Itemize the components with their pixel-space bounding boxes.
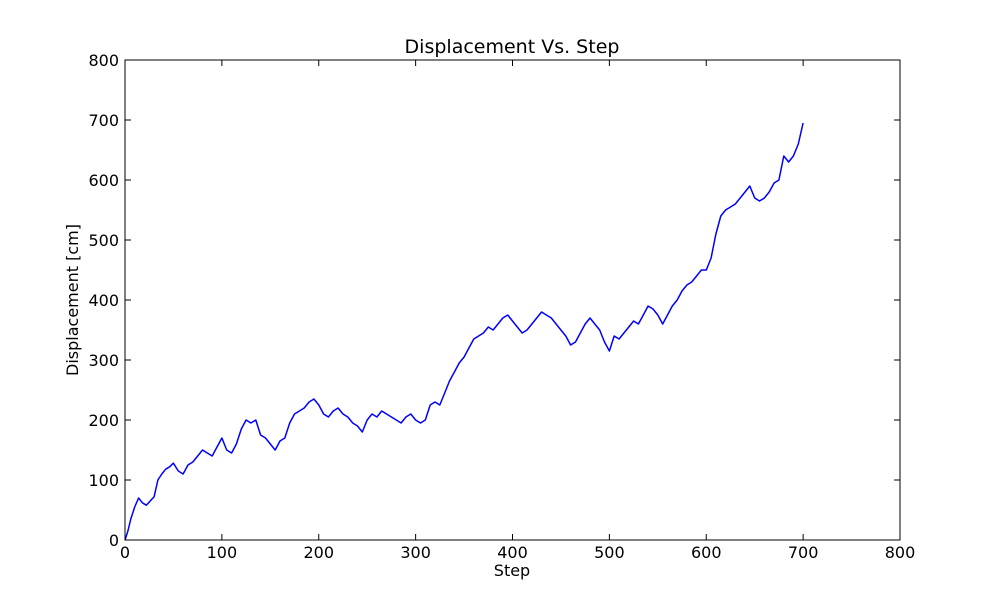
x-axis-label: Step xyxy=(494,561,530,580)
y-tick-label: 100 xyxy=(88,471,119,490)
y-tick-label: 700 xyxy=(88,111,119,130)
x-axis-ticks: 0 100 200 300 400 500 600 700 800 xyxy=(120,60,915,562)
chart-title: Displacement Vs. Step xyxy=(405,36,620,58)
y-tick-label: 0 xyxy=(109,531,119,550)
x-tick-label: 800 xyxy=(885,543,916,562)
x-tick-label: 300 xyxy=(400,543,431,562)
x-tick-label: 100 xyxy=(207,543,238,562)
y-tick-label: 300 xyxy=(88,351,119,370)
y-axis-ticks: 0 100 200 300 400 500 600 700 800 xyxy=(88,51,900,550)
x-tick-label: 200 xyxy=(303,543,334,562)
y-axis-label: Displacement [cm] xyxy=(63,224,82,376)
y-tick-label: 800 xyxy=(88,51,119,70)
plot-area xyxy=(124,122,804,541)
y-tick-label: 400 xyxy=(88,291,119,310)
x-tick-label: 500 xyxy=(594,543,625,562)
x-tick-label: 700 xyxy=(788,543,819,562)
x-tick-label: 600 xyxy=(691,543,722,562)
x-tick-label: 0 xyxy=(120,543,130,562)
y-tick-label: 200 xyxy=(88,411,119,430)
x-tick-label: 400 xyxy=(497,543,528,562)
series-line-0 xyxy=(124,122,804,541)
y-tick-label: 500 xyxy=(88,231,119,250)
y-tick-label: 600 xyxy=(88,171,119,190)
axes-frame xyxy=(124,59,901,541)
